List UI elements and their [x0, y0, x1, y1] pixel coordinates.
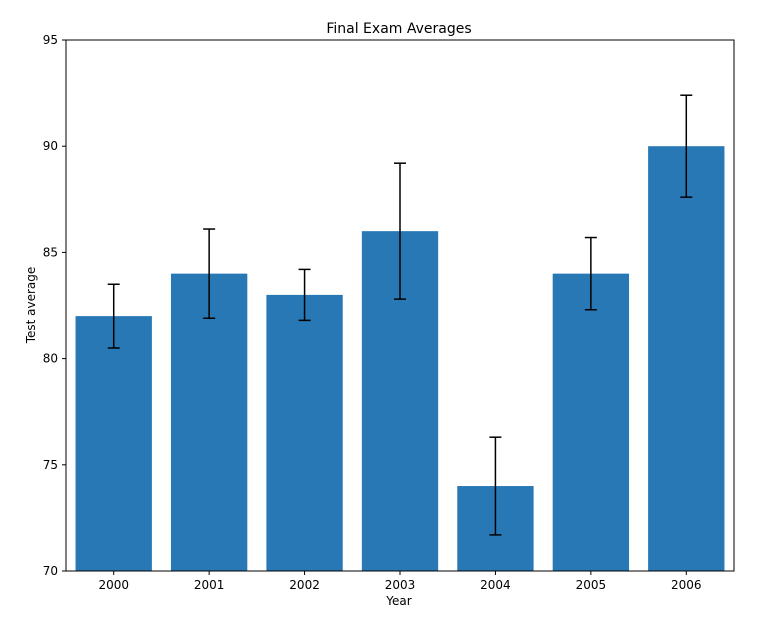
chart-title: Final Exam Averages: [326, 21, 471, 37]
error-bar-2002: [298, 268, 311, 322]
error-bar-2004: [489, 436, 502, 536]
y-axis: 70 75 80 85 90 95: [43, 33, 66, 578]
y-tick-label: 75: [43, 458, 58, 472]
x-tick-label: 2004: [480, 578, 511, 592]
error-bar-2006: [680, 94, 693, 198]
y-axis-label: Test average: [24, 267, 38, 345]
error-bar-2005: [584, 236, 597, 311]
y-tick-label: 85: [43, 245, 58, 259]
x-tick-label: 2001: [194, 578, 225, 592]
bar-2001: [170, 273, 248, 571]
y-tick-label: 95: [43, 33, 58, 47]
error-bar-2000: [107, 283, 120, 349]
x-axis-label: Year: [385, 594, 411, 608]
error-bars-group: [107, 94, 693, 536]
x-tick-label: 2002: [289, 578, 320, 592]
y-tick-label: 90: [43, 139, 58, 153]
bar-2002: [266, 294, 343, 571]
bar-2005: [552, 273, 630, 571]
x-axis: 2000 2001 2002 2003 2004 2005 2006: [98, 571, 702, 592]
x-tick-label: 2000: [98, 578, 129, 592]
error-bar-2001: [203, 228, 216, 319]
x-tick-label: 2006: [671, 578, 702, 592]
bar-2000: [75, 316, 152, 571]
bar-2006: [648, 146, 725, 571]
error-bar-2003: [394, 162, 406, 300]
x-tick-label: 2005: [576, 578, 607, 592]
y-tick-label: 70: [43, 564, 58, 578]
x-tick-label: 2003: [385, 578, 416, 592]
y-tick-label: 80: [43, 352, 58, 366]
